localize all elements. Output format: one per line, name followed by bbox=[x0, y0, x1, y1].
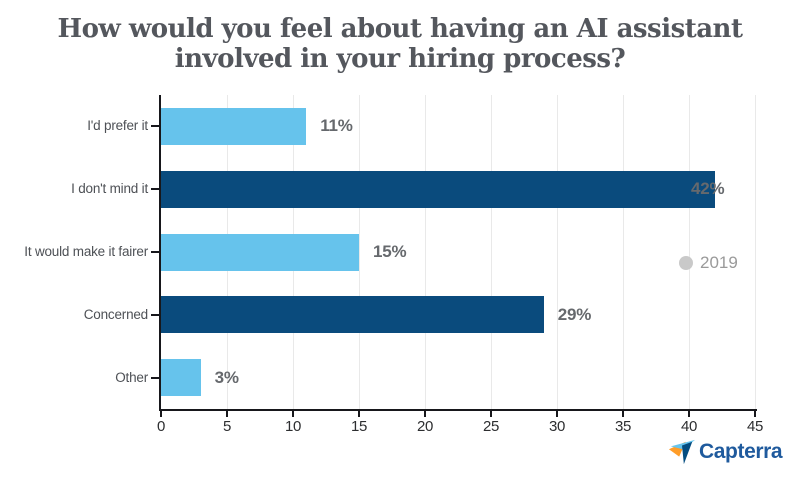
chart-title-line-2: involved in your hiring process? bbox=[174, 44, 626, 74]
x-axis-tick-5 bbox=[226, 411, 228, 417]
gridline-20 bbox=[424, 95, 426, 409]
category-label: It would make it fairer bbox=[24, 244, 148, 259]
category-label: I'd prefer it bbox=[87, 118, 148, 134]
gridline-25 bbox=[490, 95, 492, 409]
gridline-40 bbox=[688, 95, 690, 409]
legend-item-2019[interactable]: 2019 bbox=[679, 252, 738, 274]
x-axis-tick-30 bbox=[556, 411, 558, 417]
category-label: Concerned bbox=[83, 306, 148, 322]
bar-concerned[interactable] bbox=[161, 296, 544, 334]
x-axis-tick-label: 5 bbox=[222, 418, 232, 435]
category-tick bbox=[151, 125, 159, 128]
gridline-45 bbox=[754, 95, 756, 409]
x-axis-tick-45 bbox=[754, 411, 756, 417]
gridline-30 bbox=[556, 95, 558, 409]
x-axis-tick-label: 25 bbox=[482, 418, 500, 435]
x-axis-tick-label: 0 bbox=[156, 418, 166, 435]
x-axis-line bbox=[159, 409, 757, 411]
x-axis-tick-35 bbox=[622, 411, 624, 417]
category-tick bbox=[151, 251, 159, 253]
category-tick bbox=[151, 188, 159, 191]
x-axis-tick-label: 20 bbox=[416, 418, 434, 435]
capterra-logo-icon bbox=[668, 439, 696, 465]
bar-value-label: 42% bbox=[691, 179, 725, 199]
gridline-35 bbox=[622, 95, 624, 409]
x-axis-tick-label: 35 bbox=[614, 418, 632, 435]
bar-other[interactable] bbox=[161, 359, 201, 397]
category-tick bbox=[151, 376, 159, 379]
x-axis-tick-label: 40 bbox=[680, 418, 698, 435]
y-axis-line bbox=[159, 95, 161, 411]
chart-title: How would you feel about having an AI as… bbox=[0, 14, 800, 74]
x-axis-tick-label: 30 bbox=[548, 418, 566, 435]
legend-label: 2019 bbox=[700, 253, 738, 272]
capterra-logo[interactable]: Capterra bbox=[668, 437, 783, 467]
legend-marker-icon bbox=[679, 256, 693, 270]
x-axis-tick-10 bbox=[292, 411, 294, 417]
bar-value-label: 11% bbox=[320, 116, 353, 136]
x-axis-tick-15 bbox=[358, 411, 360, 417]
bar-value-label: 3% bbox=[214, 367, 239, 387]
plot-area: 0 5 10 15 20 25 30 35 40 45 I'd prefer it 11% I don'… bbox=[24, 95, 763, 435]
x-axis-tick-label: 15 bbox=[350, 418, 368, 435]
x-axis-tick-label: 45 bbox=[746, 418, 764, 435]
x-axis-tick-0 bbox=[160, 411, 162, 417]
bar-value-label: 29% bbox=[557, 304, 592, 324]
bar-value-label: 15% bbox=[373, 242, 407, 261]
x-axis-tick-20 bbox=[424, 411, 426, 417]
bar-i-don-t-mind-it[interactable] bbox=[161, 170, 716, 208]
gridline-15 bbox=[358, 95, 360, 409]
bar-it-would-make-it-fairer[interactable] bbox=[161, 233, 359, 271]
capterra-wordmark: Capterra bbox=[699, 440, 783, 463]
bar-i-d-prefer-it[interactable] bbox=[161, 107, 307, 145]
x-axis-tick-40 bbox=[688, 411, 690, 417]
category-label: Other bbox=[115, 369, 148, 385]
category-tick bbox=[151, 313, 159, 316]
chart-title-line-1: How would you feel about having an AI as… bbox=[57, 14, 743, 44]
x-axis-tick-label: 10 bbox=[284, 418, 302, 435]
category-label: I don't mind it bbox=[71, 181, 148, 197]
x-axis-tick-25 bbox=[490, 411, 492, 417]
